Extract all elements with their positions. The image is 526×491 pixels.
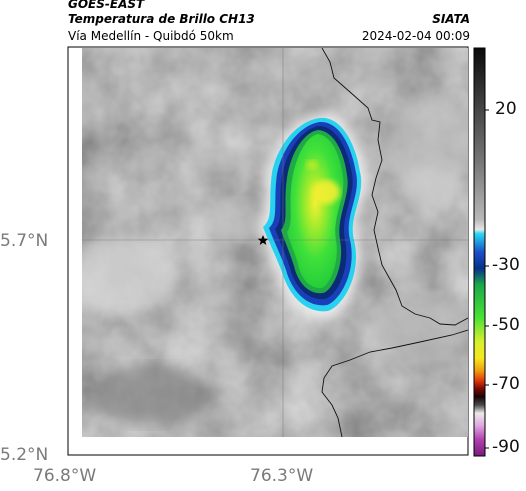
colorbar-tick-label: -30	[492, 255, 520, 275]
colorbar-tick-label: 20	[495, 99, 517, 119]
colorbar-ticks	[485, 109, 489, 449]
datetime-label: 2024-02-04 00:09	[361, 29, 470, 43]
agency-label: SIATA	[432, 12, 470, 26]
star-marker-icon	[257, 235, 269, 245]
lon-tick-label: 76.8°W	[33, 466, 97, 486]
colorbar-tick-label: -50	[492, 315, 520, 335]
border-line-south	[321, 329, 468, 437]
lat-tick-label: 5.2°N	[0, 445, 49, 465]
region-subtitle: Vía Medellín - Quibdó 50km	[68, 29, 234, 43]
lon-tick-label: 76.3°W	[250, 466, 314, 486]
colorbar-tick-label: -90	[492, 437, 520, 457]
product-title: Temperatura de Brillo CH13	[68, 12, 255, 26]
colorbar	[473, 47, 486, 457]
colorbar-tick-label: -70	[492, 374, 520, 394]
satellite-title: GOES-EAST	[68, 0, 145, 11]
border-line-east	[321, 48, 468, 326]
lat-tick-label: 5.7°N	[0, 231, 49, 251]
map-imagery	[82, 48, 468, 437]
